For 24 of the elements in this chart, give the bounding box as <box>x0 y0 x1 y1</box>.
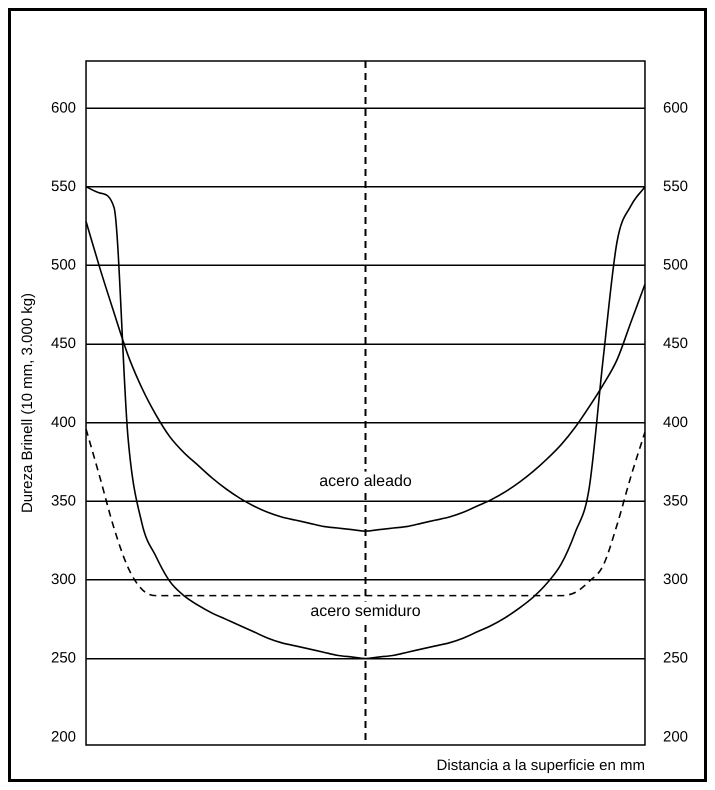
y-tick-label: 450 <box>50 335 76 352</box>
y2-tick-label: 550 <box>662 178 688 195</box>
y-tick-label: 250 <box>50 650 76 667</box>
y2-tick-label: 400 <box>662 414 688 431</box>
annotation: acero semiduro <box>310 603 421 620</box>
y2-tick-label: 600 <box>662 99 688 116</box>
y2-tick-label: 200 <box>662 728 688 746</box>
line-series <box>85 428 646 596</box>
y-tick-label: 400 <box>50 414 76 431</box>
y2-tick-label: 250 <box>662 650 688 667</box>
y2-tick-label: 500 <box>662 256 688 274</box>
y-tick-label: 500 <box>50 256 76 274</box>
y2-tick-label: 300 <box>662 571 688 588</box>
y-tick-label: 200 <box>50 728 76 746</box>
y-tick-label: 300 <box>50 571 76 588</box>
annotation: acero aleado <box>319 473 412 490</box>
y2-tick-label: 450 <box>662 335 688 352</box>
y-tick-label: 550 <box>50 178 76 195</box>
y-axis-title: Dureza Brinell (10 mm, 3.000 kg) <box>19 292 36 514</box>
x-axis-title: Distancia a la superficie en mm <box>436 757 645 774</box>
y-tick-label: 350 <box>50 492 76 510</box>
y-tick-label: 600 <box>50 99 76 116</box>
line-series <box>85 220 646 532</box>
y2-tick-label: 350 <box>662 492 688 510</box>
